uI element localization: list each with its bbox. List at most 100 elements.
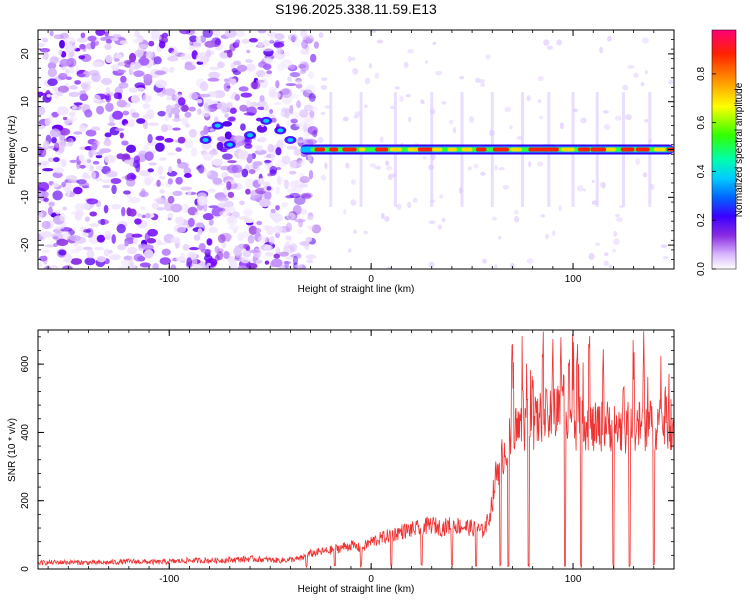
noise-blob xyxy=(324,105,331,109)
noise-blob xyxy=(229,107,237,114)
noise-blob xyxy=(79,93,89,102)
noise-blob xyxy=(170,203,183,213)
noise-blob xyxy=(248,249,260,254)
noise-blob xyxy=(350,199,357,206)
noise-blob xyxy=(226,181,232,191)
noise-blob xyxy=(304,243,310,251)
noise-blob xyxy=(112,34,122,39)
noise-blob xyxy=(559,122,564,130)
noise-blob xyxy=(52,190,63,201)
noise-blob xyxy=(187,217,195,228)
noise-blob xyxy=(93,94,101,103)
noise-blob xyxy=(209,128,215,132)
noise-blob xyxy=(138,191,149,198)
noise-blob xyxy=(219,210,231,217)
noise-blob xyxy=(244,59,253,64)
noise-blob xyxy=(138,57,150,66)
noise-blob xyxy=(306,259,314,264)
noise-blob xyxy=(252,163,259,170)
noise-blob xyxy=(214,38,221,46)
noise-blob xyxy=(350,57,356,61)
noise-blob xyxy=(193,234,201,241)
noise-blob xyxy=(222,153,233,160)
noise-blob xyxy=(582,188,587,192)
noise-blob xyxy=(298,63,307,69)
noise-blob xyxy=(188,246,199,251)
noise-blob xyxy=(317,136,324,144)
noise-blob xyxy=(498,166,505,171)
noise-blob xyxy=(48,114,54,123)
noise-blob xyxy=(311,224,322,234)
noise-blob xyxy=(156,179,161,187)
noise-blob xyxy=(160,124,168,133)
noise-blob xyxy=(248,225,258,235)
noise-blob xyxy=(181,104,189,112)
noise-blob xyxy=(74,202,84,212)
noise-blob xyxy=(40,231,53,238)
noise-blob xyxy=(502,184,510,190)
noise-blob xyxy=(206,238,213,246)
noise-blob xyxy=(38,255,48,262)
noise-blob xyxy=(603,124,611,130)
noise-blob xyxy=(164,112,170,122)
ridge-peak xyxy=(605,147,616,152)
noise-blob xyxy=(287,33,298,42)
noise-blob xyxy=(191,257,198,267)
noise-blob xyxy=(256,145,264,152)
noise-blob xyxy=(96,256,106,263)
noise-blob xyxy=(167,152,176,156)
noise-blob xyxy=(142,103,151,110)
ridge-peak xyxy=(329,147,339,152)
noise-blob xyxy=(117,243,127,251)
noise-blob xyxy=(188,45,196,51)
noise-blob xyxy=(213,90,226,99)
x-tick-label: 0 xyxy=(368,274,374,285)
noise-blob xyxy=(248,37,258,43)
noise-blob xyxy=(257,30,267,34)
noise-blob xyxy=(166,95,172,101)
noise-blob xyxy=(266,70,273,75)
noise-blob xyxy=(237,265,248,269)
noise-blob xyxy=(300,48,310,55)
noise-blob xyxy=(227,164,239,174)
noise-blob xyxy=(469,116,474,123)
noise-blob xyxy=(243,243,250,250)
noise-blob xyxy=(121,206,126,217)
ridge-peak xyxy=(492,147,509,152)
spectrogram-xlabel: Height of straight line (km) xyxy=(298,284,415,295)
noise-blob xyxy=(187,190,192,196)
noise-blob xyxy=(668,79,673,85)
noise-blob xyxy=(217,197,229,202)
noise-blob xyxy=(116,153,125,160)
noise-blob xyxy=(194,211,200,216)
noise-blob xyxy=(188,128,197,138)
noise-blob xyxy=(143,249,154,259)
noise-blob xyxy=(119,40,128,45)
noise-blob xyxy=(183,167,192,175)
noise-blob xyxy=(175,176,183,185)
noise-blob xyxy=(308,34,314,40)
noise-blob xyxy=(161,248,171,256)
noise-blob xyxy=(240,257,250,264)
noise-blob xyxy=(73,102,83,106)
noise-blob xyxy=(289,180,300,188)
noise-blob xyxy=(167,195,175,204)
noise-blob xyxy=(208,71,221,79)
noise-blob xyxy=(120,75,127,83)
noise-blob xyxy=(407,116,412,123)
noise-blob xyxy=(292,255,298,266)
noise-blob xyxy=(38,162,42,167)
signal-cluster-core xyxy=(287,137,294,142)
noise-blob xyxy=(265,225,275,235)
noise-blob xyxy=(285,222,293,233)
noise-blob xyxy=(47,206,53,216)
noise-blob xyxy=(301,193,312,200)
ridge-peak xyxy=(314,147,326,152)
noise-blob xyxy=(208,219,214,226)
colorbar: 0.0 0.2 0.4 0.6 0.8 Normalized spectral ampl… xyxy=(696,29,745,276)
noise-blob xyxy=(129,174,137,180)
noise-blob xyxy=(223,78,229,83)
noise-blob xyxy=(54,225,65,230)
noise-blob xyxy=(41,249,51,254)
